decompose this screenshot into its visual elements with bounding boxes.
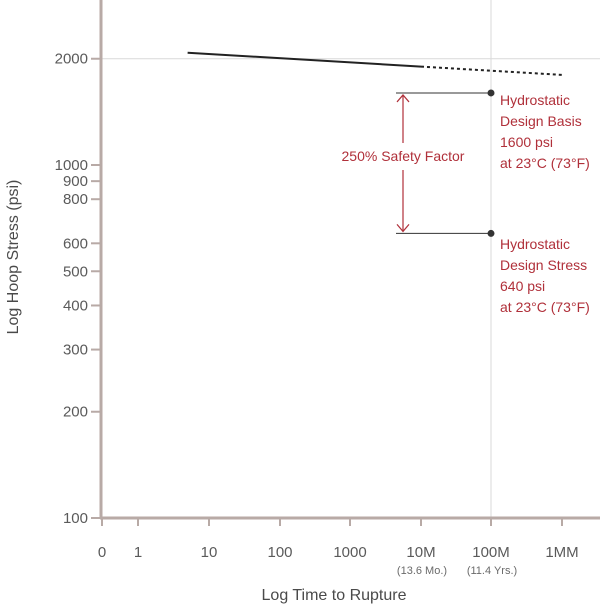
y-tick-label: 500 [63,263,88,280]
y-tick-label: 200 [63,404,88,421]
design-stress-label: 640 psi [500,278,545,294]
x-tick-label: 100 [267,544,292,561]
x-tick-label: 0 [98,544,106,561]
y-axis-title: Log Hoop Stress (psi) [5,180,22,335]
arrowhead-down-icon [396,224,410,233]
y-tick-label: 100 [63,510,88,527]
y-tick-label: 800 [63,191,88,208]
design-basis-label: Hydrostatic [500,92,570,108]
x-tick-sublabel: (11.4 Yrs.) [467,565,517,577]
y-tick-label: 400 [63,297,88,314]
x-tick-label: 1MM [545,544,578,561]
x-tick-label: 1000 [333,544,366,561]
design-stress-point [487,229,495,237]
regression-line [187,51,422,68]
design-basis-label: 1600 psi [500,134,553,150]
x-tick-label: 10 [201,544,218,561]
x-tick-label: 1 [134,544,142,561]
y-tick-label: 600 [63,235,88,252]
design-stress-label: Design Stress [500,257,587,273]
x-tick-label: 10M [406,544,435,561]
y-tick-label: 1000 [55,157,88,174]
x-tick-label: 100M [472,544,510,561]
grid-lines [101,0,600,518]
design-stress-label: at 23°C (73°F) [500,299,590,315]
y-tick-label: 2000 [55,51,88,68]
arrowhead-up-icon [396,94,410,103]
annotations: 250% Safety Factor Hydrostatic Design Basi… [342,89,590,315]
design-basis-point [487,89,495,97]
x-axis-title: Log Time to Rupture [262,587,407,604]
y-tick-label: 900 [63,173,88,190]
y-tick-label: 300 [63,342,88,359]
safety-factor-label: 250% Safety Factor [342,148,465,164]
x-axis-ticks: 0 1 10 100 1000 10M (13.6 Mo.) 100M (11.4 Yrs.) 1… [98,518,579,577]
design-stress-label: Hydrostatic [500,236,570,252]
x-tick-sublabel: (13.6 Mo.) [397,565,447,577]
design-basis-label: at 23°C (73°F) [500,155,590,171]
series-lines [187,51,563,76]
design-basis-label: Design Basis [500,113,582,129]
